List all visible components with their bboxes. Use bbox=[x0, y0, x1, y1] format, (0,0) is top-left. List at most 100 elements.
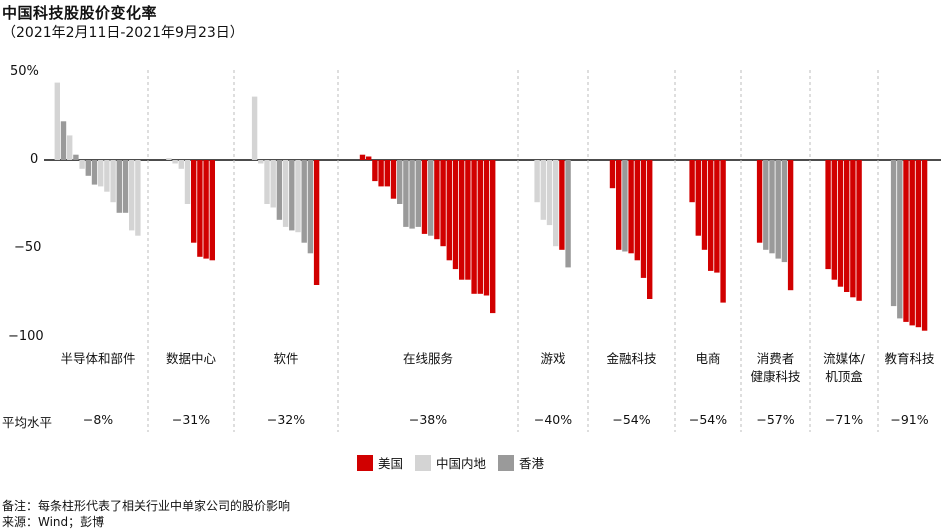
bar bbox=[98, 160, 103, 186]
bar bbox=[534, 160, 539, 202]
bar bbox=[86, 160, 91, 176]
bar bbox=[903, 160, 908, 322]
bar bbox=[79, 160, 84, 169]
bar bbox=[622, 160, 627, 252]
bar bbox=[910, 160, 915, 325]
bar bbox=[559, 160, 564, 250]
legend-swatch-hk bbox=[498, 455, 514, 471]
bar bbox=[252, 97, 257, 160]
bar bbox=[635, 160, 640, 260]
average-value: −57% bbox=[746, 412, 806, 427]
bar bbox=[838, 160, 843, 287]
bar bbox=[769, 160, 774, 253]
bar bbox=[378, 160, 383, 186]
bar bbox=[210, 160, 215, 260]
legend-swatch-us bbox=[357, 455, 373, 471]
bar bbox=[295, 160, 300, 232]
bar bbox=[117, 160, 122, 213]
legend-label: 美国 bbox=[378, 453, 403, 472]
bar bbox=[289, 160, 294, 230]
bar bbox=[203, 160, 208, 259]
bar bbox=[891, 160, 896, 306]
average-value: −38% bbox=[398, 412, 458, 427]
bar bbox=[55, 83, 60, 160]
bar bbox=[271, 160, 276, 208]
bar bbox=[428, 160, 433, 236]
category-label: 软件 bbox=[226, 350, 346, 368]
average-value: −32% bbox=[256, 412, 316, 427]
bar bbox=[135, 160, 140, 236]
bar bbox=[314, 160, 319, 285]
bar bbox=[478, 160, 483, 294]
legend-item-hk: 香港 bbox=[498, 453, 544, 472]
bar bbox=[191, 160, 196, 243]
bar bbox=[67, 135, 72, 160]
bar bbox=[459, 160, 464, 280]
average-value: −54% bbox=[678, 412, 738, 427]
bar bbox=[696, 160, 701, 236]
bar bbox=[850, 160, 855, 297]
bar bbox=[714, 160, 719, 273]
bar bbox=[277, 160, 282, 220]
bar bbox=[788, 160, 793, 290]
bar bbox=[403, 160, 408, 227]
bar bbox=[283, 160, 288, 227]
legend-item-us: 美国 bbox=[357, 453, 403, 472]
bar bbox=[264, 160, 269, 204]
bar bbox=[110, 160, 115, 202]
bar bbox=[647, 160, 652, 299]
bar bbox=[397, 160, 402, 204]
bar bbox=[776, 160, 781, 259]
bar bbox=[258, 160, 263, 164]
bar bbox=[372, 160, 377, 181]
bar bbox=[702, 160, 707, 250]
bar bbox=[844, 160, 849, 292]
bar bbox=[409, 160, 414, 229]
bar bbox=[302, 160, 307, 243]
bar bbox=[610, 160, 615, 188]
bar bbox=[708, 160, 713, 271]
source-note: 来源：Wind；彭博 bbox=[2, 513, 104, 530]
bar bbox=[416, 160, 421, 227]
bar bbox=[825, 160, 830, 269]
bar bbox=[547, 160, 552, 225]
average-value: −8% bbox=[68, 412, 128, 427]
bar bbox=[104, 160, 109, 192]
footnote: 备注：每条柱形代表了相关行业中单家公司的股价影响 bbox=[2, 497, 290, 514]
bar bbox=[123, 160, 128, 213]
bar bbox=[897, 160, 902, 318]
average-value: −71% bbox=[814, 412, 874, 427]
legend-label: 香港 bbox=[519, 453, 544, 472]
bar bbox=[628, 160, 633, 253]
bar bbox=[465, 160, 470, 280]
bar bbox=[641, 160, 646, 278]
average-value: −91% bbox=[880, 412, 940, 427]
bar bbox=[916, 160, 921, 327]
bar bbox=[61, 121, 66, 160]
bar bbox=[422, 160, 427, 234]
bar bbox=[490, 160, 495, 313]
bar bbox=[434, 160, 439, 239]
bar bbox=[197, 160, 202, 257]
bar bbox=[360, 155, 365, 160]
bar bbox=[366, 157, 371, 161]
bar bbox=[565, 160, 570, 267]
bar bbox=[856, 160, 861, 301]
bar bbox=[308, 160, 313, 253]
bar bbox=[720, 160, 725, 303]
bar bbox=[92, 160, 97, 185]
bar bbox=[763, 160, 768, 250]
bar bbox=[172, 160, 177, 164]
bar bbox=[616, 160, 621, 250]
bar bbox=[179, 160, 184, 169]
average-label: 平均水平 bbox=[2, 412, 52, 431]
bar bbox=[453, 160, 458, 269]
legend-item-mainland: 中国内地 bbox=[415, 453, 486, 472]
bar bbox=[782, 160, 787, 262]
bar bbox=[541, 160, 546, 220]
bar bbox=[73, 155, 78, 160]
category-label: 教育科技 bbox=[850, 350, 941, 368]
bar bbox=[484, 160, 489, 296]
bar bbox=[440, 160, 445, 246]
